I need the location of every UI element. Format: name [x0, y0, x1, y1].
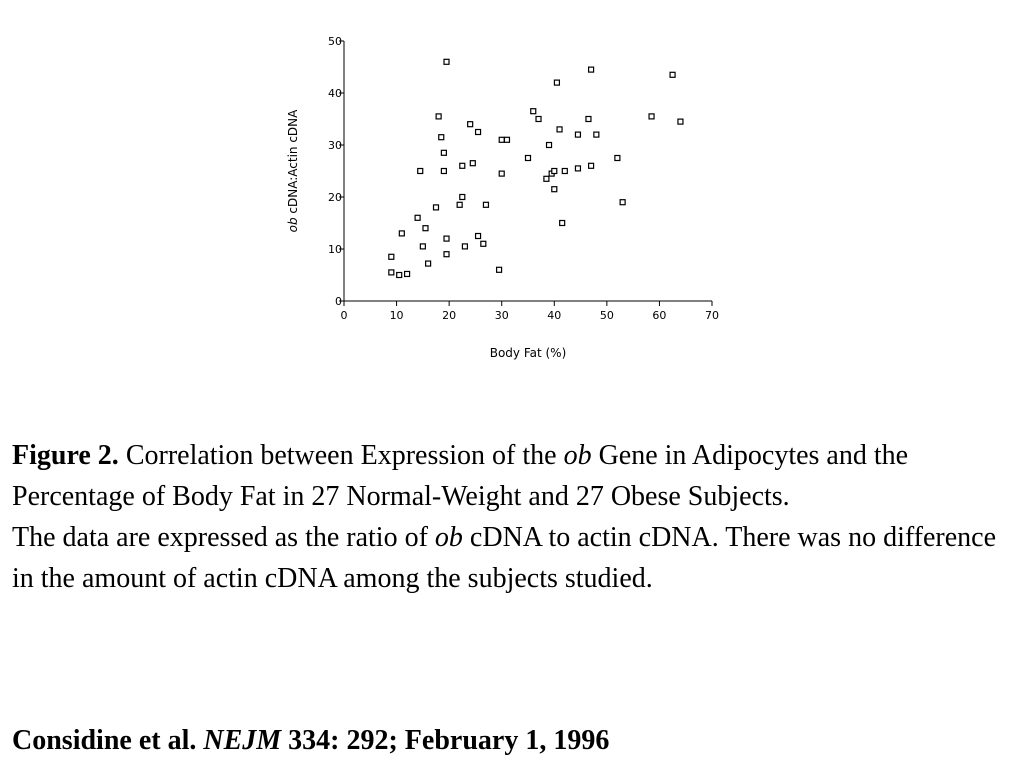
caption-text-3: The data are expressed as the ratio of: [12, 522, 435, 553]
data-point: [467, 121, 474, 128]
data-point: [535, 115, 542, 123]
data-point: [459, 193, 466, 201]
x-tick-label: 60: [652, 309, 666, 322]
data-point: [619, 199, 626, 206]
x-tick-label: 40: [547, 309, 561, 322]
caption-paragraph-2: The data are expressed as the ratio of o…: [12, 517, 1012, 599]
y-tick-label: 10: [328, 243, 342, 256]
data-point: [553, 79, 561, 86]
data-point: [435, 113, 442, 120]
data-point: [443, 58, 450, 65]
data-point: [417, 167, 424, 175]
data-point: [438, 134, 445, 141]
data-points: [388, 58, 684, 279]
data-point: [574, 165, 582, 172]
citation: Considine et al. NEJM 334: 292; February…: [12, 720, 1012, 761]
citation-authors: Considine et al.: [12, 725, 204, 756]
x-tick-label: 10: [390, 309, 404, 322]
y-axis-label-rest: cDNA:Actin cDNA: [286, 109, 300, 218]
data-point: [498, 170, 505, 177]
data-point: [480, 240, 487, 247]
y-axis-label-italic: ob: [286, 217, 300, 232]
data-point: [419, 243, 426, 250]
data-point: [396, 271, 403, 279]
data-point: [456, 201, 463, 208]
caption-text-1: Correlation between Expression of the: [118, 440, 564, 471]
caption-paragraph-1: Figure 2. Correlation between Expression…: [12, 435, 1012, 517]
data-point: [414, 214, 421, 221]
data-point: [388, 253, 395, 260]
data-point: [432, 204, 440, 211]
scatter-chart: 0 10 20 30 40 50 60 70 0 10 20 30 40 50 Body Fat (%)…: [286, 35, 719, 360]
data-point: [556, 126, 563, 133]
data-point: [503, 136, 511, 143]
data-point: [422, 225, 429, 232]
figure-label: Figure 2.: [12, 440, 119, 471]
data-point: [482, 201, 490, 208]
citation-journal: NEJM: [203, 725, 282, 756]
citation-details: 334: 292; February 1, 1996: [281, 725, 610, 756]
caption-text-2: Gene in Adipocytes and the Percentage of…: [12, 440, 909, 512]
data-point: [551, 167, 558, 175]
data-point: [559, 219, 566, 227]
data-point: [669, 71, 676, 78]
data-point: [677, 118, 684, 125]
data-point: [587, 66, 595, 73]
data-point: [474, 128, 482, 136]
data-point: [593, 131, 600, 138]
data-point: [561, 167, 568, 175]
data-point: [403, 270, 411, 278]
data-point: [425, 260, 432, 267]
y-tick-label: 40: [328, 87, 342, 100]
y-ticks: 0 10 20 30 40 50: [328, 35, 344, 308]
x-tick-label: 70: [705, 309, 719, 322]
data-point: [587, 162, 595, 169]
figure-caption: Figure 2. Correlation between Expression…: [12, 435, 1012, 599]
data-point: [388, 269, 395, 276]
x-tick-label: 20: [442, 309, 456, 322]
data-point: [614, 154, 621, 162]
x-tick-label: 30: [495, 309, 509, 322]
data-point: [551, 186, 558, 193]
caption-text-4: cDNA to actin cDNA. There was no differe…: [12, 522, 997, 594]
data-point: [459, 162, 466, 169]
data-point: [461, 243, 469, 250]
y-axis-label: ob cDNA:Actin cDNA: [286, 109, 300, 233]
y-tick-label: 50: [328, 35, 342, 48]
data-point: [469, 160, 476, 167]
y-tick-label: 30: [328, 139, 342, 152]
x-axis-label: Body Fat (%): [490, 346, 567, 360]
caption-italic-1: ob: [563, 440, 592, 471]
data-point: [648, 113, 655, 120]
data-point: [524, 154, 532, 162]
caption-italic-2: ob: [434, 522, 463, 553]
x-ticks: 0 10 20 30 40 50 60 70: [341, 301, 719, 322]
data-point: [585, 115, 592, 123]
y-tick-label: 0: [335, 295, 342, 308]
data-point: [443, 251, 450, 258]
data-point: [443, 235, 450, 242]
y-tick-label: 20: [328, 191, 342, 204]
x-tick-label: 0: [341, 309, 348, 322]
data-point: [474, 232, 482, 240]
data-point: [530, 108, 537, 115]
data-point: [398, 230, 405, 237]
data-point: [495, 266, 503, 273]
data-point: [440, 167, 447, 175]
data-point: [543, 175, 550, 182]
data-point: [574, 131, 582, 138]
data-point: [498, 136, 505, 143]
data-point: [440, 149, 447, 156]
x-tick-label: 50: [600, 309, 614, 322]
data-point: [545, 141, 553, 149]
